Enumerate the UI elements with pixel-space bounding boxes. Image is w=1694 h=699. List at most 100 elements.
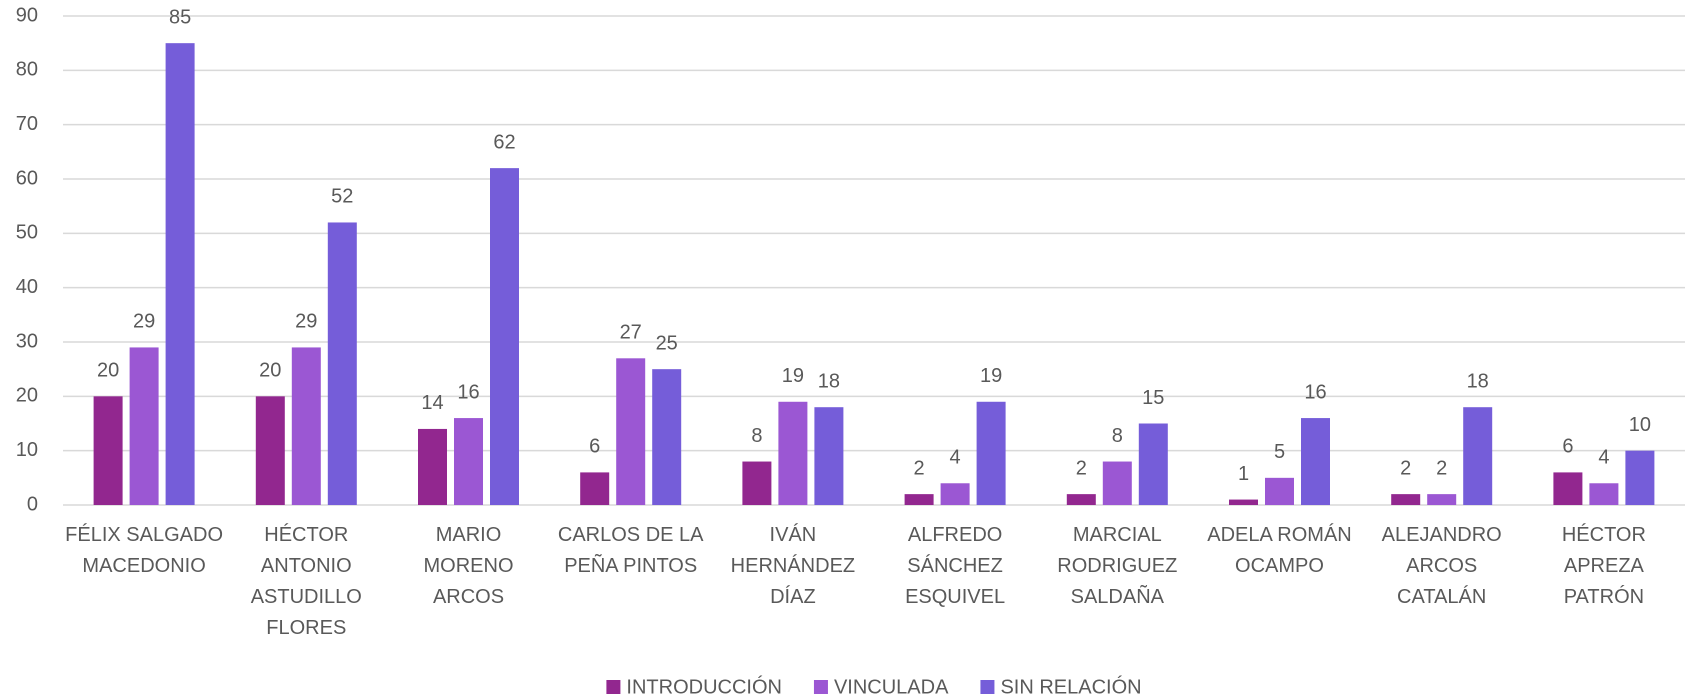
x-tick-line: HÉCTOR: [264, 523, 348, 546]
x-tick-line: ANTONIO: [261, 555, 352, 577]
x-tick-line: MARCIAL: [1073, 524, 1162, 546]
bar: [814, 407, 844, 505]
x-tick-line: ASTUDILLO: [251, 586, 362, 608]
legend-swatch: [980, 680, 995, 694]
bar: [291, 347, 321, 505]
data-label: 15: [1142, 387, 1164, 409]
bar: [1589, 483, 1619, 505]
data-label: 25: [656, 332, 678, 354]
x-tick-label: IVÁN HERNÁNDEZ DÍAZ: [731, 523, 855, 608]
bar: [742, 461, 772, 505]
x-tick-line: FLORES: [266, 617, 346, 639]
x-tick-label: ADELA ROMÁN OCAMPO: [1207, 523, 1351, 577]
x-tick-line: OCAMPO: [1235, 555, 1324, 577]
data-label: 85: [169, 6, 191, 28]
y-tick-label: 40: [16, 276, 38, 298]
data-label: 10: [1629, 414, 1651, 436]
bar: [940, 483, 970, 505]
bar: [93, 396, 123, 505]
x-tick-line: RODRIGUEZ: [1057, 555, 1177, 577]
x-tick-line: MACEDONIO: [82, 555, 205, 577]
bar: [490, 168, 519, 505]
x-tick-line: PATRÓN: [1564, 585, 1644, 608]
x-tick-line: DÍAZ: [770, 585, 816, 608]
bar: [580, 472, 610, 505]
bar: [1391, 494, 1421, 505]
bar: [129, 347, 159, 505]
x-tick-line: MARIO: [436, 524, 502, 546]
bar: [1625, 450, 1655, 505]
x-tick-label: MARCIAL RODRIGUEZ SALDAÑA: [1057, 524, 1177, 608]
x-tick-line: ADELA ROMÁN: [1207, 523, 1351, 546]
legend: INTRODUCCIÓN VINCULADA SIN RELACIÓN: [606, 675, 1142, 698]
data-label: 8: [1112, 425, 1123, 447]
data-label: 19: [782, 365, 804, 387]
x-tick-line: FÉLIX SALGADO: [65, 523, 223, 546]
legend-label: VINCULADA: [834, 676, 949, 698]
y-tick-label: 30: [16, 330, 38, 352]
data-label: 18: [1467, 370, 1489, 392]
x-tick-line: HÉCTOR: [1562, 523, 1646, 546]
x-tick-line: ALEJANDRO: [1382, 524, 1502, 546]
data-label: 20: [97, 360, 119, 382]
data-label: 4: [1598, 447, 1609, 469]
y-tick-label: 90: [16, 4, 38, 26]
x-tick-line: SÁNCHEZ: [907, 554, 1003, 577]
bar: [1301, 418, 1330, 505]
bar: [454, 418, 483, 505]
data-label: 4: [950, 447, 961, 469]
x-tick-line: MORENO: [424, 555, 514, 577]
x-tick-line: ESQUIVEL: [905, 586, 1005, 608]
x-tick-label: MARIO MORENO ARCOS: [424, 524, 514, 608]
bar: [255, 396, 285, 505]
y-tick-label: 10: [16, 439, 38, 461]
x-tick-label: HÉCTOR ANTONIO ASTUDILLO FLORES: [251, 523, 362, 639]
data-label: 29: [295, 311, 317, 333]
x-tick-label: ALEJANDRO ARCOS CATALÁN: [1382, 524, 1502, 608]
x-tick-line: CARLOS DE LA: [558, 524, 704, 546]
x-tick-label: CARLOS DE LA PEÑA PINTOS: [558, 524, 704, 577]
x-tick-label: FÉLIX SALGADO MACEDONIO: [65, 523, 223, 577]
data-label: 1: [1238, 463, 1249, 485]
data-label: 29: [133, 311, 155, 333]
data-label: 2: [914, 457, 925, 479]
x-tick-line: IVÁN: [770, 523, 817, 546]
data-label: 6: [1562, 436, 1573, 458]
bar: [1427, 494, 1457, 505]
bar: [976, 401, 1006, 505]
bar: [418, 428, 447, 505]
x-tick-label: ALFREDO SÁNCHEZ ESQUIVEL: [905, 524, 1005, 608]
data-label: 16: [457, 381, 479, 403]
data-label: 2: [1436, 457, 1447, 479]
data-label: 52: [331, 186, 353, 208]
data-label: 20: [259, 360, 281, 382]
y-tick-label: 50: [16, 222, 38, 244]
bar: [1265, 477, 1294, 505]
bar: [778, 401, 808, 505]
x-tick-line: ARCOS: [433, 586, 504, 608]
data-label: 6: [589, 436, 600, 458]
x-tick-line: PEÑA PINTOS: [564, 553, 697, 577]
legend-swatch: [813, 680, 828, 694]
legend-label: INTRODUCCIÓN: [626, 675, 782, 698]
data-label: 8: [751, 425, 762, 447]
bar: [1553, 472, 1583, 505]
x-tick-line: HERNÁNDEZ: [731, 554, 855, 577]
y-tick-label: 0: [27, 493, 38, 515]
data-label: 14: [421, 392, 443, 414]
bar: [904, 494, 934, 505]
bar: [616, 358, 646, 505]
data-label: 19: [980, 365, 1002, 387]
bar: [1229, 499, 1258, 505]
bar: [1138, 423, 1168, 505]
x-tick-line: SALDAÑA: [1071, 584, 1165, 608]
y-tick-label: 80: [16, 59, 38, 81]
x-tick-line: ARCOS: [1406, 555, 1477, 577]
data-label: 2: [1076, 457, 1087, 479]
x-tick-line: CATALÁN: [1397, 585, 1486, 608]
y-tick-label: 70: [16, 113, 38, 135]
data-label: 2: [1400, 457, 1411, 479]
data-label: 27: [620, 322, 642, 344]
data-label: 16: [1304, 381, 1326, 403]
